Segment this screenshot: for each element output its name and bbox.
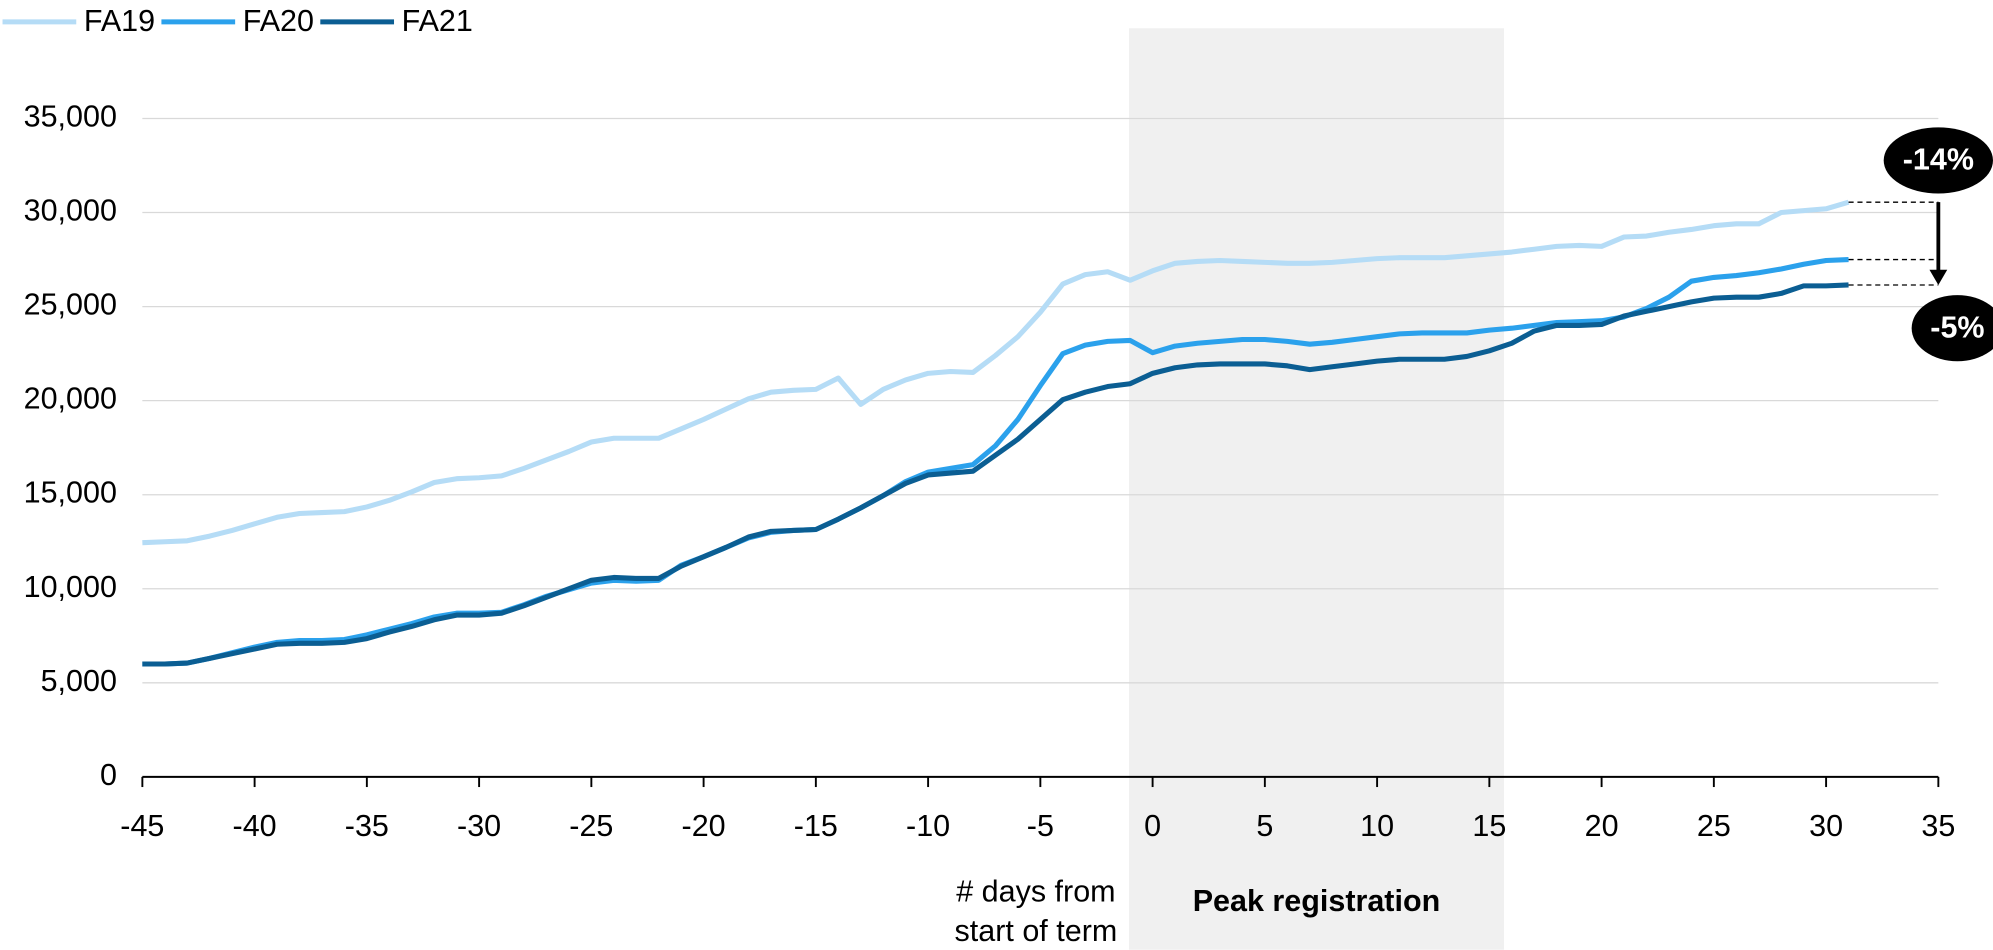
y-tick-label: 10,000 <box>24 570 117 604</box>
x-tick-label: 5 <box>1256 809 1273 843</box>
x-tick-label: 20 <box>1585 809 1619 843</box>
x-tick-label: 30 <box>1809 809 1843 843</box>
x-tick-label: -35 <box>345 809 389 843</box>
x-tick-label: -45 <box>120 809 164 843</box>
shaded-region <box>1129 28 1504 950</box>
x-tick-label: 0 <box>1144 809 1161 843</box>
annotation-badge <box>1883 127 1993 194</box>
legend-label: FA20 <box>243 4 314 38</box>
legend-label: FA19 <box>84 4 155 38</box>
x-tick-label: -5 <box>1027 809 1054 843</box>
shaded-label: Peak registration <box>1193 884 1441 918</box>
y-tick-label: 35,000 <box>24 100 117 134</box>
x-tick-label: 25 <box>1697 809 1731 843</box>
x-tick-label: 15 <box>1472 809 1506 843</box>
x-tick-label: -40 <box>233 809 277 843</box>
y-tick-label: 15,000 <box>24 476 117 510</box>
series-line <box>142 199 1850 546</box>
annotation: -14% <box>1903 143 1974 177</box>
y-tick-label: 20,000 <box>24 382 117 416</box>
annotation-badge <box>1911 295 1993 362</box>
x-axis-label: # days from start of term <box>954 874 1118 949</box>
y-tick-label: 5,000 <box>41 664 117 698</box>
x-tick-label: -20 <box>682 809 726 843</box>
x-label-box: # days from start of term <box>954 874 1118 949</box>
x-tick-label: 35 <box>1921 809 1955 843</box>
y-tick-label: 25,000 <box>24 288 117 322</box>
annotation: -5% <box>1930 311 1984 345</box>
y-tick-label: 30,000 <box>24 194 117 228</box>
x-tick-label: -25 <box>569 809 613 843</box>
x-tick-label: -30 <box>457 809 501 843</box>
series-line <box>142 257 1849 667</box>
x-tick-label: 10 <box>1360 809 1394 843</box>
x-tick-label: -15 <box>794 809 838 843</box>
legend-label: FA21 <box>402 4 473 38</box>
y-tick-label: 0 <box>100 758 117 792</box>
arrow-head <box>1929 269 1948 285</box>
x-tick-label: -10 <box>906 809 950 843</box>
series-line <box>142 282 1849 667</box>
